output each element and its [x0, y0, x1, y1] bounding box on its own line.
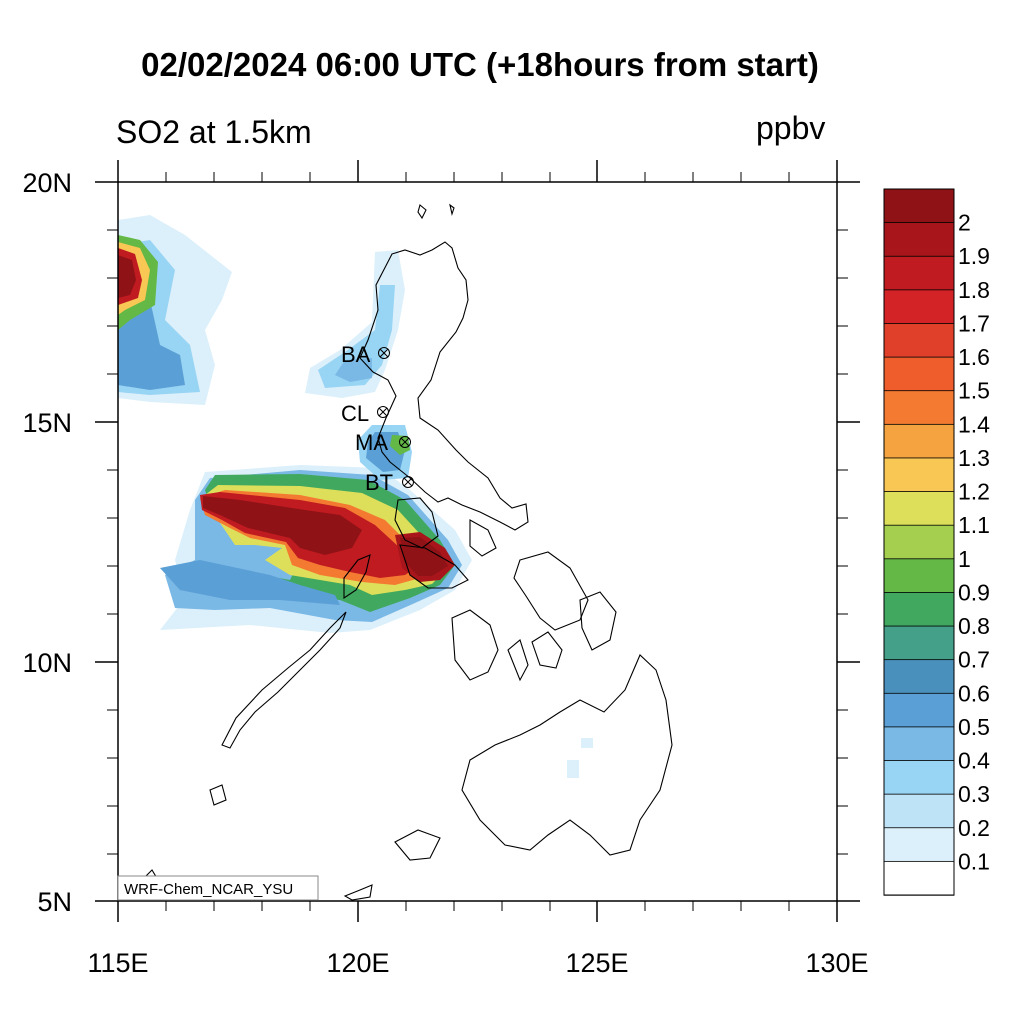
station-cl: CL: [341, 401, 389, 426]
lon-tick-130: 130E: [805, 948, 868, 978]
so2-blob-luzon-north-strip: [305, 250, 405, 398]
colorbar-label: 0.6: [958, 680, 990, 706]
colorbar-swatch: [883, 289, 955, 325]
colorbar-label: 2: [958, 210, 971, 236]
station-ma: MA: [355, 430, 411, 455]
lon-tick-115: 115E: [87, 948, 148, 978]
lon-tick-labels: 115E 120E 125E 130E: [87, 948, 868, 978]
colorbar-swatch: [883, 692, 955, 728]
colorbar: 2 1.9 1.8 1.7 1.6 1.5 1.4 1.3 1.2 1.1 1 0.9 0.8 0.7 0.…: [883, 188, 990, 896]
colorbar-label: 1.7: [958, 310, 990, 336]
station-label-ba: BA: [341, 342, 371, 367]
lon-tick-125: 125E: [565, 948, 628, 978]
lat-tick-10: 10N: [22, 648, 72, 678]
colorbar-swatch: [883, 726, 955, 762]
model-watermark: WRF-Chem_NCAR_YSU: [117, 875, 319, 901]
so2-field: [118, 215, 593, 778]
station-label-bt: BT: [365, 470, 393, 495]
station-markers: BA CL MA BT: [341, 342, 414, 495]
colorbar-swatch: [883, 423, 955, 459]
station-label-ma: MA: [355, 430, 388, 455]
station-bt: BT: [365, 470, 414, 495]
colorbar-swatch: [883, 827, 955, 863]
units-label: ppbv: [756, 110, 826, 146]
colorbar-swatch: [883, 524, 955, 560]
coastlines: [143, 203, 673, 901]
colorbar-swatches: [883, 188, 955, 896]
watermark-text: WRF-Chem_NCAR_YSU: [124, 881, 293, 898]
colorbar-swatch: [883, 188, 955, 224]
colorbar-swatch: [883, 592, 955, 627]
lat-tick-5: 5N: [37, 887, 72, 917]
variable-subtitle: SO2 at 1.5km: [116, 114, 312, 150]
colorbar-swatch: [883, 659, 955, 694]
colorbar-label: 1.1: [958, 512, 990, 538]
colorbar-label: 0.7: [958, 647, 990, 673]
colorbar-label: 0.5: [958, 714, 990, 740]
colorbar-label: 0.1: [958, 848, 990, 874]
colorbar-swatch: [883, 491, 955, 526]
colorbar-label: 0.2: [958, 815, 990, 841]
colorbar-swatch: [883, 558, 955, 594]
so2-blob-west-edge-plume: [118, 215, 232, 405]
colorbar-label: 1.5: [958, 378, 990, 404]
plot-frame: [95, 160, 860, 922]
colorbar-swatch: [883, 323, 955, 358]
so2-blob-central-plume: [160, 465, 472, 633]
colorbar-swatch: [883, 222, 955, 257]
colorbar-swatch: [883, 356, 955, 392]
colorbar-swatch: [883, 390, 955, 426]
colorbar-label: 0.8: [958, 613, 990, 639]
colorbar-label: 1.3: [958, 445, 990, 471]
station-ba: BA: [341, 342, 390, 367]
lat-tick-20: 20N: [22, 168, 72, 198]
colorbar-labels: 2 1.9 1.8 1.7 1.6 1.5 1.4 1.3 1.2 1.1 1 0.9 0.8 0.7 0.…: [958, 210, 990, 875]
colorbar-label: 1.9: [958, 243, 990, 269]
lat-tick-15: 15N: [22, 408, 72, 438]
colorbar-label: 1.8: [958, 277, 990, 303]
colorbar-label: 0.3: [958, 781, 990, 807]
colorbar-label: 1.2: [958, 479, 990, 505]
colorbar-label: 1.4: [958, 411, 990, 437]
station-label-cl: CL: [341, 401, 369, 426]
colorbar-swatch: [883, 625, 955, 661]
colorbar-swatch: [883, 760, 955, 795]
colorbar-swatch: [883, 860, 955, 896]
colorbar-swatch: [883, 793, 955, 829]
colorbar-label: 0.4: [958, 748, 990, 774]
lon-tick-120: 120E: [326, 948, 389, 978]
colorbar-label: 1.6: [958, 344, 990, 370]
lat-tick-labels: 20N 15N 10N 5N: [22, 168, 72, 917]
so2-blob-manila-bay-cell: [358, 425, 412, 480]
colorbar-label: 1: [958, 546, 971, 572]
colorbar-swatch: [883, 457, 955, 493]
colorbar-label: 0.9: [958, 579, 990, 605]
colorbar-swatch: [883, 255, 955, 291]
chart-title: 02/02/2024 06:00 UTC (+18hours from star…: [141, 46, 819, 83]
